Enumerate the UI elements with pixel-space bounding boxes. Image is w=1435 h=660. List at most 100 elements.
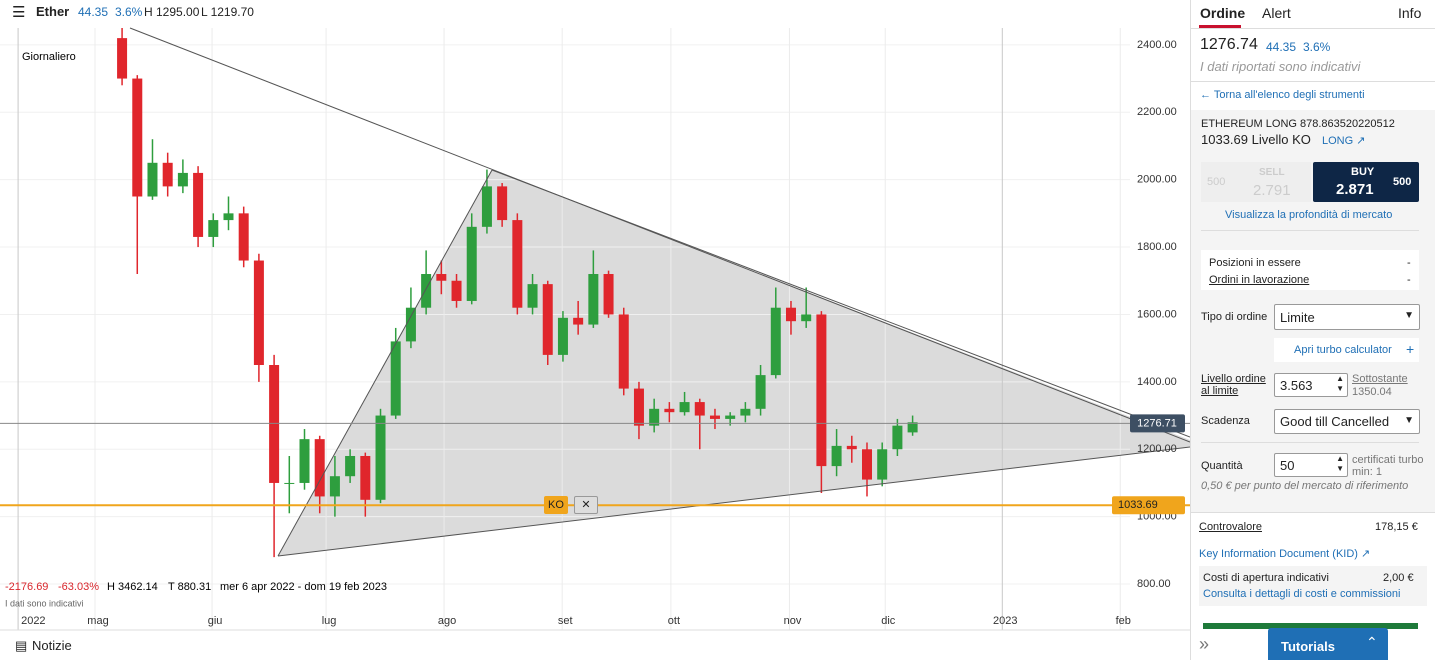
divider [1201, 442, 1419, 443]
ko-tag[interactable]: KO [544, 496, 568, 514]
buy-button[interactable]: BUY 2.871 500 [1313, 162, 1419, 202]
x-tick-label: mag [87, 615, 108, 627]
candle-body [436, 274, 447, 281]
menu-icon[interactable]: ☰ [12, 4, 26, 21]
divider [1191, 81, 1435, 82]
candle-body [573, 317, 584, 325]
y-tick-label: 1800.00 [1137, 241, 1177, 253]
underlying-value: 1350.04 [1352, 386, 1392, 398]
trend-line [129, 27, 1190, 443]
back-link[interactable]: ← Torna all'elenco degli strumenti [1200, 89, 1365, 101]
sell-button[interactable]: 500 SELL 2.791 [1201, 162, 1311, 202]
costs-link[interactable]: Consulta i dettagli di costi e commissio… [1203, 588, 1401, 600]
tutorials-button[interactable]: Tutorials ⌃ [1268, 628, 1388, 660]
collapse-icon[interactable]: » [1199, 634, 1210, 654]
y-tick-label: 2200.00 [1137, 106, 1177, 118]
y-tick-label: 1200.00 [1137, 443, 1177, 455]
x-tick-label: 2022 [21, 615, 45, 627]
candle-body [527, 284, 538, 308]
expiry-select[interactable]: Good till Cancelled ▼ [1274, 409, 1420, 434]
news-icon: ▤ [15, 638, 28, 653]
candle-body [253, 260, 264, 366]
candle-body [725, 415, 736, 419]
stat-note: I dati sono indicativi [5, 598, 84, 608]
tab-underline [1199, 25, 1241, 28]
costs-label: Costi di apertura indicativi [1203, 572, 1329, 584]
tutorials-text: Tutorials [1281, 639, 1335, 654]
x-tick-label: lug [322, 615, 337, 627]
footer: ▤ Notizie [0, 632, 1190, 660]
orders-value: - [1407, 274, 1411, 286]
candle-body [618, 314, 629, 389]
back-text: Torna all'elenco degli strumenti [1213, 89, 1365, 101]
candle-body [649, 408, 660, 426]
stat-change-pct: -63.03% [58, 581, 99, 593]
caret-up: ⌃ [1366, 634, 1378, 650]
countervalue-value: 178,15 € [1375, 521, 1418, 533]
y-tick-label: 1400.00 [1137, 376, 1177, 388]
candle-body [892, 425, 903, 450]
candle-body [375, 415, 386, 500]
quantity-label: Quantità [1201, 460, 1243, 472]
change: 44.35 [1266, 40, 1297, 54]
candle-body [162, 162, 173, 187]
candle-body [345, 455, 356, 477]
order-type-select[interactable]: Limite ▼ [1274, 304, 1420, 330]
candle-body [785, 307, 796, 322]
tab[interactable]: Alert [1262, 5, 1291, 21]
candle-body [831, 445, 842, 467]
x-tick-label: giu [208, 615, 223, 627]
tab[interactable]: Ordine [1200, 5, 1246, 21]
candle-body [603, 274, 614, 315]
caret: ▼ [1404, 415, 1414, 426]
candle-body [557, 317, 568, 355]
limit-input[interactable]: 3.563 ▲ ▼ [1274, 373, 1348, 397]
news[interactable]: Notizie [32, 638, 72, 653]
y-tick-label: 2400.00 [1137, 39, 1177, 51]
candle-body [390, 341, 401, 416]
sell-qty: 500 [1207, 176, 1226, 188]
tab[interactable]: Info [1398, 5, 1422, 21]
ko-label: 1033.69 [1118, 499, 1158, 511]
depth-link[interactable]: Visualizza la profondità di mercato [1225, 209, 1393, 221]
change-pct: 3.6% [1303, 40, 1331, 54]
candle-body [801, 314, 812, 322]
quantity-input[interactable]: 50 ▲ ▼ [1274, 453, 1348, 477]
candle-body [664, 408, 675, 413]
quantity-value: 50 [1280, 458, 1295, 473]
instrument: Ether [36, 4, 70, 19]
candle-body [633, 388, 644, 426]
sell-label: SELL [1259, 167, 1285, 178]
header: ☰ Ether 44.35 3.6% H 1295.00 L 1219.70 [0, 0, 1190, 24]
calculator-link[interactable]: Apri turbo calculator + [1274, 338, 1419, 362]
spinner[interactable]: ▲ ▼ [1336, 454, 1344, 473]
trend-line [277, 169, 493, 557]
candle-body [223, 213, 234, 221]
candle-body [542, 284, 553, 355]
orders-label[interactable]: Ordini in lavorazione [1209, 274, 1310, 286]
ko-line: 1033.69 Livello KO [1201, 132, 1311, 147]
limit-value: 3.563 [1280, 378, 1313, 393]
triangle-shading [278, 170, 1190, 556]
ko-remove[interactable]: ✕ [574, 496, 598, 514]
high: H 1295.00 [144, 5, 200, 19]
chart: Giornaliero -2176.69 -63.03% H 3462.14 T… [0, 27, 1190, 631]
plus: + [1406, 341, 1415, 357]
candle-body [208, 220, 219, 237]
trend-line [491, 169, 1190, 438]
sell-price: 2.791 [1253, 182, 1291, 199]
kid-link[interactable]: Key Information Document (KID) ↗ [1199, 548, 1371, 560]
product: ETHEREUM LONG 878.863520220512 [1201, 118, 1395, 130]
submit-button[interactable] [1203, 623, 1418, 629]
candle-body [299, 439, 310, 483]
candle-body [512, 220, 523, 308]
costs-box: Costi di apertura indicativi 2,00 € Cons… [1199, 566, 1427, 606]
stat-change: -2176.69 [5, 581, 48, 593]
direction[interactable]: LONG ↗ [1322, 135, 1366, 147]
last-price-label: 1276.71 [1137, 417, 1177, 429]
order-type-value: Limite [1280, 310, 1315, 325]
spinner[interactable]: ▲ ▼ [1336, 374, 1344, 393]
y-tick-label: 800.00 [1137, 578, 1171, 590]
quantity-note: 0,50 € per punto del mercato di riferime… [1201, 480, 1409, 492]
